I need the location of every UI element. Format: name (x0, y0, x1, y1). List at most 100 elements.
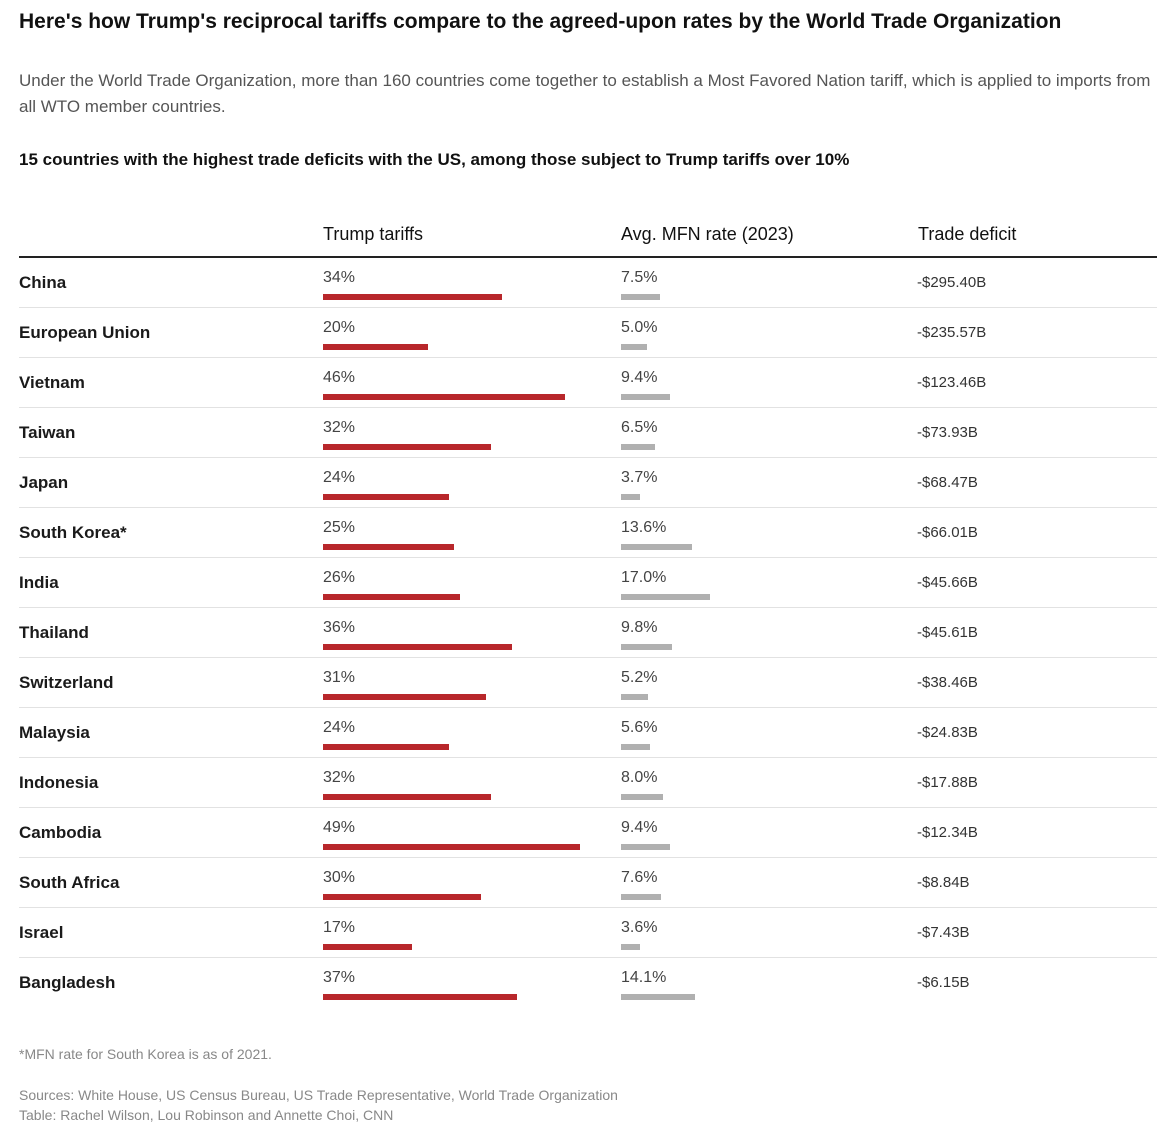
mfn-value-label: 13.6% (621, 519, 667, 536)
table-row: South Africa 30% 7.6% -$8.84B (19, 858, 1157, 908)
country-name: European Union (19, 323, 151, 342)
table-row: Switzerland 31% 5.2% -$38.46B (19, 658, 1157, 708)
table-row: India 26% 17.0% -$45.66B (19, 558, 1157, 608)
trade-deficit-value: -$38.46B (917, 674, 978, 691)
mfn-bar (621, 644, 672, 650)
table-row: Malaysia 24% 5.6% -$24.83B (19, 708, 1157, 758)
mfn-bar (621, 694, 648, 700)
table-row: Bangladesh 37% 14.1% -$6.15B (19, 958, 1157, 1008)
tariff-bar (323, 344, 428, 350)
chart-subtitle: Under the World Trade Organization, more… (19, 71, 1151, 116)
mfn-bar (621, 544, 692, 550)
table-row: South Korea* 25% 13.6% -$66.01B (19, 508, 1157, 558)
trade-deficit-value: -$123.46B (917, 374, 987, 391)
country-name: South Africa (19, 873, 120, 892)
tariff-value-label: 37% (323, 969, 356, 986)
tariff-value-label: 49% (323, 819, 356, 836)
mfn-value-label: 6.5% (621, 419, 658, 436)
tariff-bar (323, 294, 502, 300)
country-name: Taiwan (19, 423, 76, 442)
mfn-bar (621, 344, 647, 350)
trade-deficit-value: -$7.43B (917, 924, 970, 941)
trade-deficit-value: -$8.84B (917, 874, 970, 891)
trade-deficit-value: -$24.83B (917, 724, 978, 741)
country-name: Vietnam (19, 373, 85, 392)
tariff-bar (323, 644, 512, 650)
trade-deficit-value: -$68.47B (917, 474, 978, 491)
tariff-value-label: 20% (323, 319, 356, 336)
trade-deficit-value: -$45.61B (917, 624, 978, 641)
country-name: China (19, 273, 67, 292)
mfn-value-label: 7.6% (621, 869, 658, 886)
country-name: Cambodia (19, 823, 102, 842)
sources-line: Sources: White House, US Census Bureau, … (19, 1087, 618, 1103)
table-row: Japan 24% 3.7% -$68.47B (19, 458, 1157, 508)
column-header-trump-tariffs: Trump tariffs (323, 224, 424, 244)
tariff-value-label: 46% (323, 369, 356, 386)
table-heading: 15 countries with the highest trade defi… (19, 150, 850, 169)
table-row: Indonesia 32% 8.0% -$17.88B (19, 758, 1157, 808)
tariff-value-label: 17% (323, 919, 356, 936)
country-name: Bangladesh (19, 973, 116, 992)
country-name: Japan (19, 473, 69, 492)
mfn-bar (621, 844, 670, 850)
mfn-value-label: 9.4% (621, 369, 658, 386)
mfn-bar (621, 944, 640, 950)
mfn-value-label: 14.1% (621, 969, 667, 986)
country-name: Israel (19, 923, 64, 942)
country-name: Malaysia (19, 723, 90, 742)
table-row: Cambodia 49% 9.4% -$12.34B (19, 808, 1157, 858)
trade-deficit-value: -$235.57B (917, 324, 987, 341)
column-header-mfn-rate: Avg. MFN rate (2023) (621, 224, 794, 244)
tariff-value-label: 26% (323, 569, 356, 586)
tariff-value-label: 32% (323, 419, 356, 436)
mfn-value-label: 5.6% (621, 719, 658, 736)
trade-deficit-value: -$17.88B (917, 774, 978, 791)
column-header-trade-deficit: Trade deficit (918, 224, 1017, 244)
chart-title: Here's how Trump's reciprocal tariffs co… (19, 10, 1062, 33)
trade-deficit-value: -$45.66B (917, 574, 978, 591)
tariff-bar (323, 744, 449, 750)
tariff-bar (323, 944, 412, 950)
mfn-bar (621, 294, 660, 300)
mfn-value-label: 5.0% (621, 319, 658, 336)
mfn-bar (621, 494, 640, 500)
mfn-value-label: 8.0% (621, 769, 658, 786)
mfn-value-label: 7.5% (621, 269, 658, 286)
mfn-bar (621, 444, 655, 450)
tariff-bar (323, 994, 517, 1000)
mfn-value-label: 3.6% (621, 919, 658, 936)
trade-deficit-value: -$73.93B (917, 424, 978, 441)
trade-deficit-value: -$66.01B (917, 524, 978, 541)
table-row: Vietnam 46% 9.4% -$123.46B (19, 358, 1157, 408)
mfn-value-label: 9.8% (621, 619, 658, 636)
trade-deficit-value: -$6.15B (917, 974, 970, 991)
tariff-bar (323, 794, 491, 800)
trade-deficit-value: -$295.40B (917, 274, 987, 291)
country-name: Thailand (19, 623, 89, 642)
footnote: *MFN rate for South Korea is as of 2021. (19, 1046, 272, 1062)
trade-deficit-value: -$12.34B (917, 824, 978, 841)
mfn-bar (621, 594, 710, 600)
tariff-bar (323, 444, 491, 450)
country-name: India (19, 573, 59, 592)
mfn-bar (621, 394, 670, 400)
tariff-bar (323, 594, 460, 600)
mfn-bar (621, 994, 695, 1000)
tariff-value-label: 25% (323, 519, 356, 536)
country-name: South Korea* (19, 523, 127, 542)
table-row: European Union 20% 5.0% -$235.57B (19, 308, 1157, 358)
tariff-value-label: 24% (323, 719, 356, 736)
mfn-bar (621, 794, 663, 800)
tariff-bar (323, 844, 580, 850)
tariff-value-label: 24% (323, 469, 356, 486)
tariff-bar (323, 494, 449, 500)
tariff-value-label: 31% (323, 669, 356, 686)
tariff-value-label: 36% (323, 619, 356, 636)
table-row: Taiwan 32% 6.5% -$73.93B (19, 408, 1157, 458)
credit-line: Table: Rachel Wilson, Lou Robinson and A… (19, 1107, 394, 1123)
tariff-bar (323, 544, 454, 550)
country-name: Indonesia (19, 773, 99, 792)
tariff-bar (323, 694, 486, 700)
sources: Sources: White House, US Census Bureau, … (19, 1085, 618, 1125)
